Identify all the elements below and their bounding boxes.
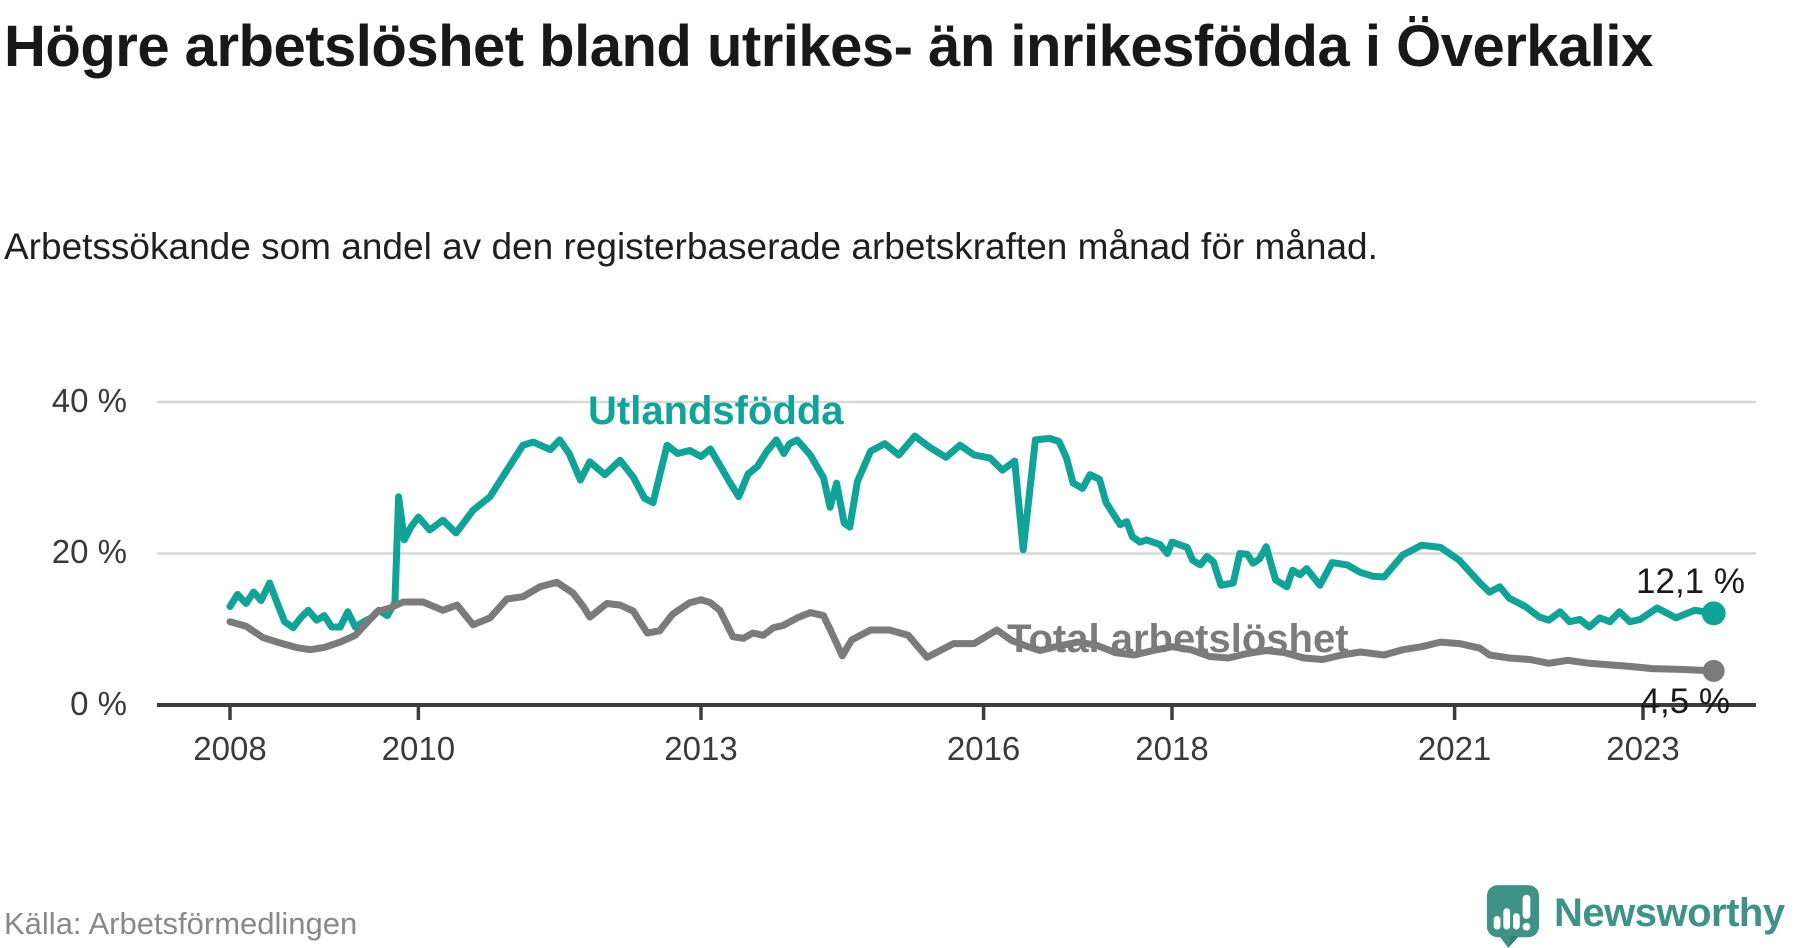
series-line-1: [226, 578, 1718, 675]
x-axis-tick-label-2018: 2018: [1135, 730, 1209, 767]
end-value-label-utlandsfodda: 12,1 %: [1636, 562, 1745, 601]
newsworthy-logo-icon: [1486, 885, 1540, 948]
y-axis-tick-label-0: 0 %: [70, 685, 127, 722]
newsworthy-logo: Newsworthy: [1486, 884, 1785, 948]
x-axis-tick-label-2013: 2013: [664, 730, 738, 767]
series-label-total-arbetsloshet: Total arbetslöshet: [1007, 617, 1349, 661]
x-axis-tick-label-2016: 2016: [946, 730, 1021, 767]
x-axis-tick-label-2008: 2008: [193, 730, 267, 767]
series-label-utlandsfodda: Utlandsfödda: [588, 389, 844, 433]
series-end-dot-1: [1702, 659, 1725, 682]
newsworthy-logo-text: Newsworthy: [1554, 891, 1785, 935]
series-end-dot-0: [1701, 601, 1726, 626]
y-axis-tick-label-40: 40 %: [51, 382, 127, 419]
y-axis-tick-label-20: 20 %: [51, 533, 127, 570]
page-title: Högre arbetslöshet bland utrikes- än inr…: [4, 14, 1653, 79]
x-axis-tick-label-2010: 2010: [381, 730, 456, 767]
end-value-label-total-arbetsloshet: 4,5 %: [1640, 682, 1731, 721]
series-line-0: [226, 432, 1718, 632]
x-axis-tick-label-2021: 2021: [1417, 730, 1492, 767]
page-subtitle: Arbetssökande som andel av den registerb…: [4, 226, 1378, 267]
x-axis-tick-label-2023: 2023: [1606, 730, 1680, 767]
source-note: Källa: Arbetsförmedlingen: [4, 906, 358, 941]
